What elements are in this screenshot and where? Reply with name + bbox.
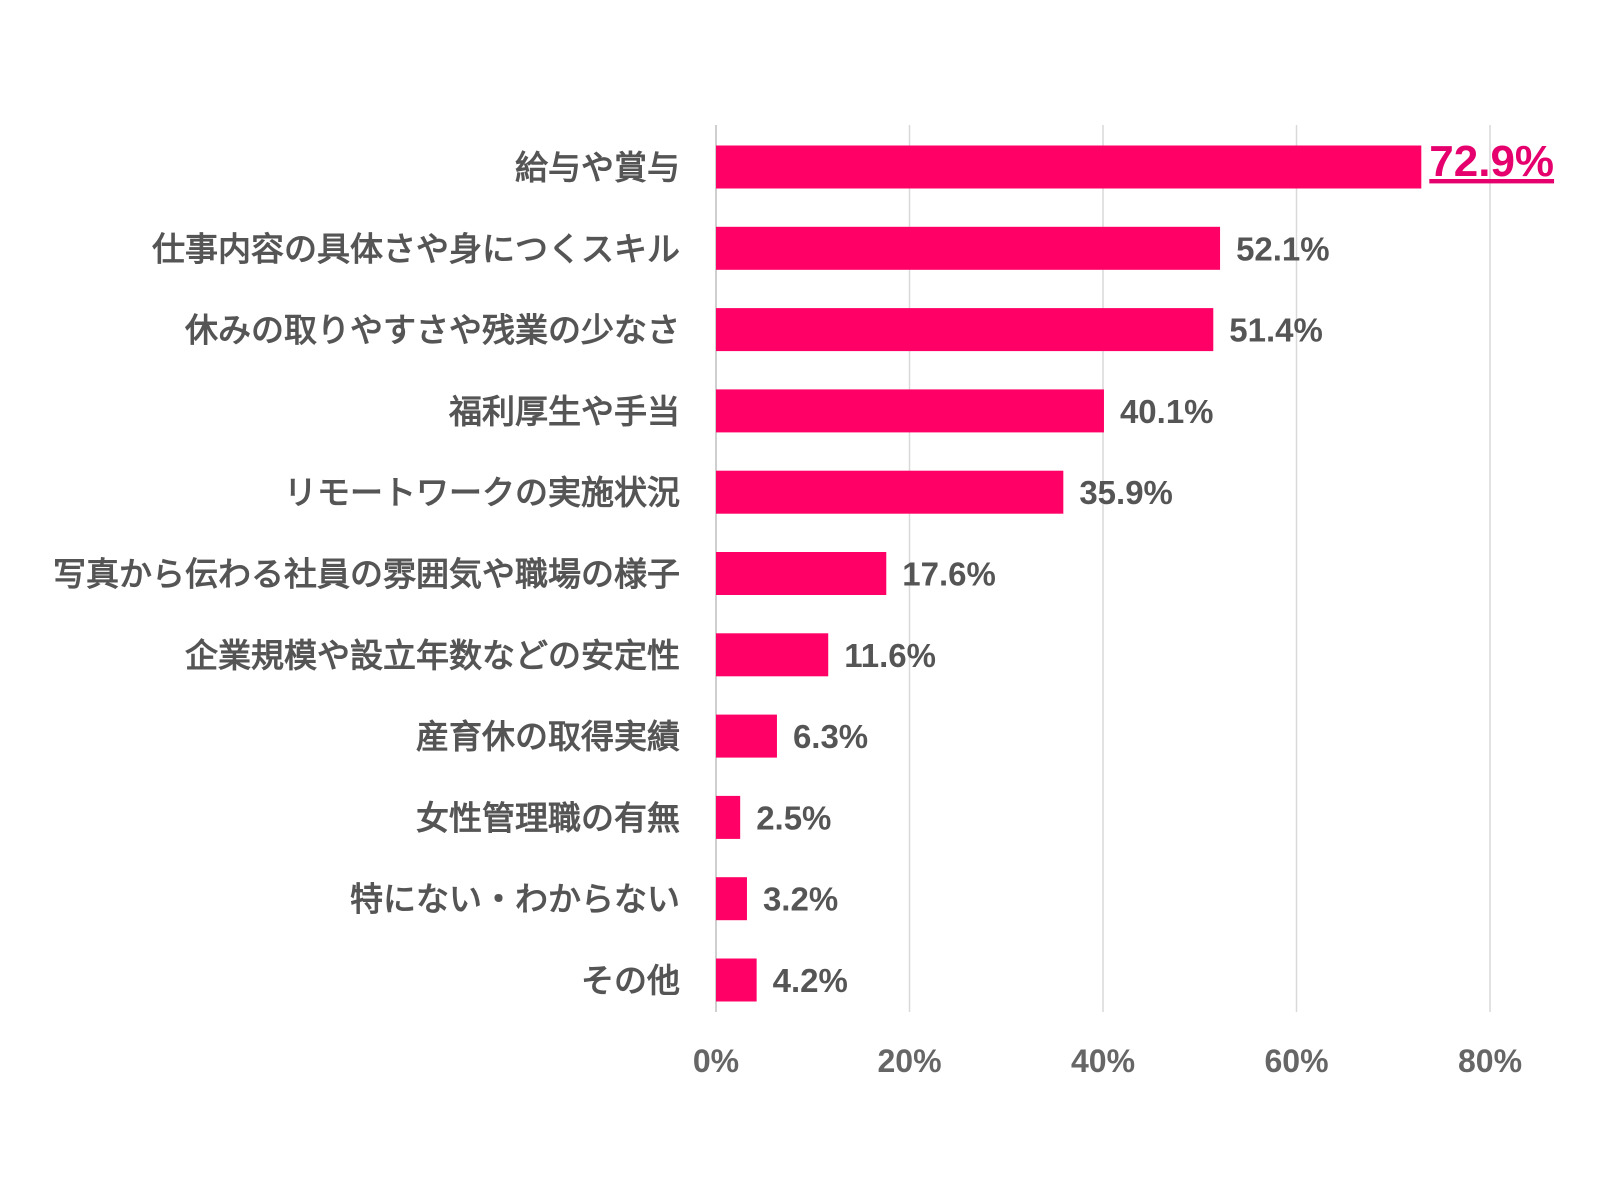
bar	[716, 389, 1104, 433]
bar	[716, 795, 741, 839]
category-label: その他	[581, 961, 680, 1000]
value-label: 4.2%	[773, 962, 848, 999]
bar	[716, 877, 747, 921]
bar	[716, 145, 1422, 189]
bar	[716, 714, 777, 758]
category-label: 福利厚生や手当	[448, 392, 680, 431]
x-axis-tick-labels: 0% 20% 40% 60% 80%	[693, 1043, 1522, 1079]
value-label: 35.9%	[1079, 474, 1173, 511]
x-tick-label: 0%	[693, 1043, 739, 1079]
value-label: 2.5%	[756, 799, 831, 836]
category-label: 企業規模や設立年数などの安定性	[185, 636, 680, 675]
category-labels: 給与や賞与仕事内容の具体さや身につくスキル休みの取りやすさや残業の少なさ福利厚生…	[53, 148, 680, 1000]
value-label: 3.2%	[763, 881, 838, 918]
category-label: 写真から伝わる社員の雰囲気や職場の様子	[53, 555, 680, 594]
value-label: 51.4%	[1229, 312, 1323, 349]
x-tick-label: 20%	[877, 1043, 941, 1079]
value-label: 11.6%	[844, 637, 936, 674]
value-label: 6.3%	[793, 718, 868, 755]
bar	[716, 470, 1064, 514]
value-labels: 72.9% 52.1% 51.4% 40.1% 35.9% 17.6% 11.6% 6.3% 2…	[756, 137, 1554, 999]
category-label: リモートワークの実施状況	[284, 473, 680, 512]
x-tick-label: 40%	[1071, 1043, 1135, 1079]
bar	[716, 958, 757, 1002]
value-label: 17.6%	[902, 556, 996, 593]
value-label-highlight: 72.9%	[1429, 137, 1554, 186]
bar	[716, 226, 1221, 270]
category-label: 仕事内容の具体さや身につくスキル	[152, 229, 680, 268]
x-tick-label: 60%	[1264, 1043, 1328, 1079]
category-label: 産育休の取得実績	[416, 717, 680, 756]
bar	[716, 308, 1214, 352]
value-label: 40.1%	[1120, 393, 1214, 430]
category-label: 休みの取りやすさや残業の少なさ	[184, 311, 680, 350]
bars-group	[716, 145, 1422, 1002]
bar	[716, 633, 829, 677]
category-label: 給与や賞与	[515, 148, 680, 187]
category-label: 女性管理職の有無	[416, 798, 680, 837]
value-label: 52.1%	[1236, 230, 1330, 267]
x-tick-label: 80%	[1458, 1043, 1522, 1079]
bar	[716, 552, 887, 595]
category-label: 特にない・わからない	[350, 880, 680, 919]
